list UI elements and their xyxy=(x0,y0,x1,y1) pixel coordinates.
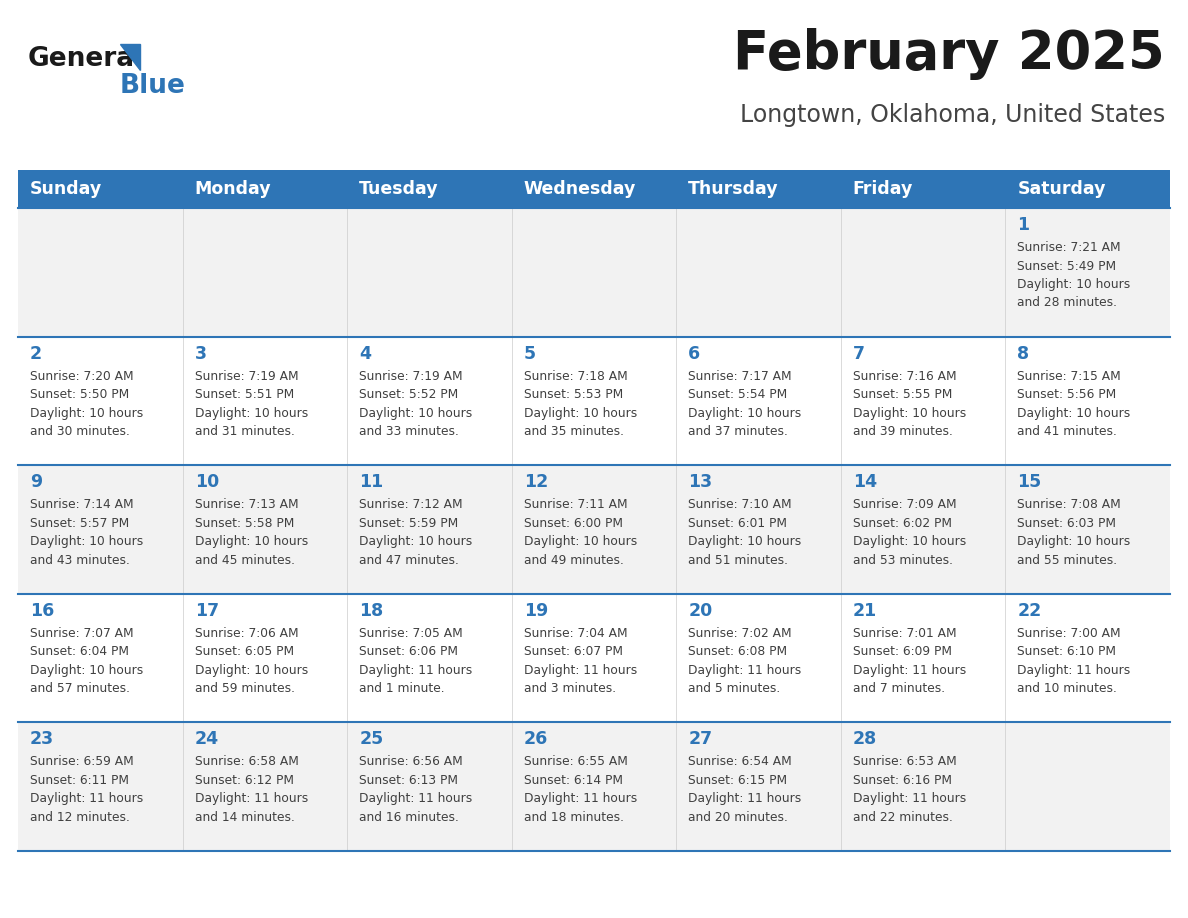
Text: 11: 11 xyxy=(359,473,384,491)
Text: General: General xyxy=(29,46,144,72)
Text: Sunrise: 7:19 AM
Sunset: 5:52 PM
Daylight: 10 hours
and 33 minutes.: Sunrise: 7:19 AM Sunset: 5:52 PM Dayligh… xyxy=(359,370,473,438)
Text: 21: 21 xyxy=(853,602,877,620)
Text: Sunrise: 7:00 AM
Sunset: 6:10 PM
Daylight: 11 hours
and 10 minutes.: Sunrise: 7:00 AM Sunset: 6:10 PM Dayligh… xyxy=(1017,627,1131,695)
Text: Sunrise: 6:54 AM
Sunset: 6:15 PM
Daylight: 11 hours
and 20 minutes.: Sunrise: 6:54 AM Sunset: 6:15 PM Dayligh… xyxy=(688,756,802,823)
Text: Blue: Blue xyxy=(120,73,185,99)
Text: Tuesday: Tuesday xyxy=(359,180,438,198)
Text: Sunrise: 6:56 AM
Sunset: 6:13 PM
Daylight: 11 hours
and 16 minutes.: Sunrise: 6:56 AM Sunset: 6:13 PM Dayligh… xyxy=(359,756,473,823)
Text: Sunrise: 7:04 AM
Sunset: 6:07 PM
Daylight: 11 hours
and 3 minutes.: Sunrise: 7:04 AM Sunset: 6:07 PM Dayligh… xyxy=(524,627,637,695)
Text: Sunrise: 6:58 AM
Sunset: 6:12 PM
Daylight: 11 hours
and 14 minutes.: Sunrise: 6:58 AM Sunset: 6:12 PM Dayligh… xyxy=(195,756,308,823)
Text: Sunrise: 7:15 AM
Sunset: 5:56 PM
Daylight: 10 hours
and 41 minutes.: Sunrise: 7:15 AM Sunset: 5:56 PM Dayligh… xyxy=(1017,370,1131,438)
Text: Thursday: Thursday xyxy=(688,180,779,198)
Text: Sunrise: 7:09 AM
Sunset: 6:02 PM
Daylight: 10 hours
and 53 minutes.: Sunrise: 7:09 AM Sunset: 6:02 PM Dayligh… xyxy=(853,498,966,566)
Text: Sunrise: 7:19 AM
Sunset: 5:51 PM
Daylight: 10 hours
and 31 minutes.: Sunrise: 7:19 AM Sunset: 5:51 PM Dayligh… xyxy=(195,370,308,438)
Text: Sunrise: 7:08 AM
Sunset: 6:03 PM
Daylight: 10 hours
and 55 minutes.: Sunrise: 7:08 AM Sunset: 6:03 PM Dayligh… xyxy=(1017,498,1131,566)
Text: Sunrise: 7:16 AM
Sunset: 5:55 PM
Daylight: 10 hours
and 39 minutes.: Sunrise: 7:16 AM Sunset: 5:55 PM Dayligh… xyxy=(853,370,966,438)
Text: 19: 19 xyxy=(524,602,548,620)
Text: 24: 24 xyxy=(195,731,219,748)
Text: 8: 8 xyxy=(1017,344,1030,363)
Text: 22: 22 xyxy=(1017,602,1042,620)
Text: 17: 17 xyxy=(195,602,219,620)
Text: Sunrise: 7:17 AM
Sunset: 5:54 PM
Daylight: 10 hours
and 37 minutes.: Sunrise: 7:17 AM Sunset: 5:54 PM Dayligh… xyxy=(688,370,802,438)
Text: 4: 4 xyxy=(359,344,371,363)
Text: Sunrise: 7:05 AM
Sunset: 6:06 PM
Daylight: 11 hours
and 1 minute.: Sunrise: 7:05 AM Sunset: 6:06 PM Dayligh… xyxy=(359,627,473,695)
Bar xyxy=(18,337,1170,465)
Text: Sunrise: 7:02 AM
Sunset: 6:08 PM
Daylight: 11 hours
and 5 minutes.: Sunrise: 7:02 AM Sunset: 6:08 PM Dayligh… xyxy=(688,627,802,695)
Text: 14: 14 xyxy=(853,473,877,491)
Text: Sunrise: 7:18 AM
Sunset: 5:53 PM
Daylight: 10 hours
and 35 minutes.: Sunrise: 7:18 AM Sunset: 5:53 PM Dayligh… xyxy=(524,370,637,438)
Text: Saturday: Saturday xyxy=(1017,180,1106,198)
Text: Sunrise: 7:01 AM
Sunset: 6:09 PM
Daylight: 11 hours
and 7 minutes.: Sunrise: 7:01 AM Sunset: 6:09 PM Dayligh… xyxy=(853,627,966,695)
Text: Sunrise: 7:07 AM
Sunset: 6:04 PM
Daylight: 10 hours
and 57 minutes.: Sunrise: 7:07 AM Sunset: 6:04 PM Dayligh… xyxy=(30,627,144,695)
Text: 9: 9 xyxy=(30,473,42,491)
Text: Sunrise: 7:20 AM
Sunset: 5:50 PM
Daylight: 10 hours
and 30 minutes.: Sunrise: 7:20 AM Sunset: 5:50 PM Dayligh… xyxy=(30,370,144,438)
Text: Monday: Monday xyxy=(195,180,271,198)
Text: Sunrise: 7:06 AM
Sunset: 6:05 PM
Daylight: 10 hours
and 59 minutes.: Sunrise: 7:06 AM Sunset: 6:05 PM Dayligh… xyxy=(195,627,308,695)
Text: 16: 16 xyxy=(30,602,55,620)
Text: 12: 12 xyxy=(524,473,548,491)
Text: 18: 18 xyxy=(359,602,384,620)
Text: Sunrise: 7:14 AM
Sunset: 5:57 PM
Daylight: 10 hours
and 43 minutes.: Sunrise: 7:14 AM Sunset: 5:57 PM Dayligh… xyxy=(30,498,144,566)
Text: Sunrise: 7:11 AM
Sunset: 6:00 PM
Daylight: 10 hours
and 49 minutes.: Sunrise: 7:11 AM Sunset: 6:00 PM Dayligh… xyxy=(524,498,637,566)
Text: Longtown, Oklahoma, United States: Longtown, Oklahoma, United States xyxy=(740,103,1165,127)
Text: Sunrise: 6:55 AM
Sunset: 6:14 PM
Daylight: 11 hours
and 18 minutes.: Sunrise: 6:55 AM Sunset: 6:14 PM Dayligh… xyxy=(524,756,637,823)
Text: 26: 26 xyxy=(524,731,548,748)
Bar xyxy=(18,594,1170,722)
Bar xyxy=(18,722,1170,851)
Text: Sunrise: 7:12 AM
Sunset: 5:59 PM
Daylight: 10 hours
and 47 minutes.: Sunrise: 7:12 AM Sunset: 5:59 PM Dayligh… xyxy=(359,498,473,566)
Text: 2: 2 xyxy=(30,344,42,363)
Bar xyxy=(18,208,1170,337)
Text: 23: 23 xyxy=(30,731,55,748)
Bar xyxy=(18,170,1170,208)
Text: Sunday: Sunday xyxy=(30,180,102,198)
Bar xyxy=(18,465,1170,594)
Text: 6: 6 xyxy=(688,344,701,363)
Text: 15: 15 xyxy=(1017,473,1042,491)
Text: 1: 1 xyxy=(1017,216,1030,234)
Text: 13: 13 xyxy=(688,473,713,491)
Text: 3: 3 xyxy=(195,344,207,363)
Text: Friday: Friday xyxy=(853,180,914,198)
Text: 20: 20 xyxy=(688,602,713,620)
Text: February 2025: February 2025 xyxy=(733,28,1165,80)
Text: Sunrise: 6:53 AM
Sunset: 6:16 PM
Daylight: 11 hours
and 22 minutes.: Sunrise: 6:53 AM Sunset: 6:16 PM Dayligh… xyxy=(853,756,966,823)
Text: 25: 25 xyxy=(359,731,384,748)
Text: Sunrise: 7:21 AM
Sunset: 5:49 PM
Daylight: 10 hours
and 28 minutes.: Sunrise: 7:21 AM Sunset: 5:49 PM Dayligh… xyxy=(1017,241,1131,309)
Text: 28: 28 xyxy=(853,731,877,748)
Text: Sunrise: 6:59 AM
Sunset: 6:11 PM
Daylight: 11 hours
and 12 minutes.: Sunrise: 6:59 AM Sunset: 6:11 PM Dayligh… xyxy=(30,756,144,823)
Text: 27: 27 xyxy=(688,731,713,748)
Polygon shape xyxy=(120,44,140,70)
Text: 5: 5 xyxy=(524,344,536,363)
Text: 10: 10 xyxy=(195,473,219,491)
Text: Sunrise: 7:10 AM
Sunset: 6:01 PM
Daylight: 10 hours
and 51 minutes.: Sunrise: 7:10 AM Sunset: 6:01 PM Dayligh… xyxy=(688,498,802,566)
Text: Wednesday: Wednesday xyxy=(524,180,636,198)
Text: 7: 7 xyxy=(853,344,865,363)
Text: Sunrise: 7:13 AM
Sunset: 5:58 PM
Daylight: 10 hours
and 45 minutes.: Sunrise: 7:13 AM Sunset: 5:58 PM Dayligh… xyxy=(195,498,308,566)
